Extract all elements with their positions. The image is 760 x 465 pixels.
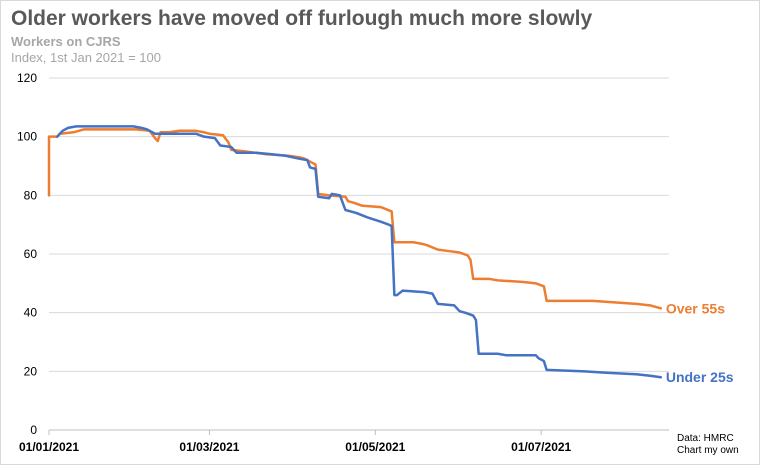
source-line: Data: HMRC	[677, 433, 734, 444]
chart-title: Older workers have moved off furlough mu…	[11, 7, 593, 30]
source-note: Data: HMRC Chart my own	[677, 433, 739, 457]
x-tick-label: 01/05/2021	[345, 440, 405, 454]
y-tick-label: 60	[24, 247, 38, 261]
y-tick-label: 20	[24, 364, 38, 378]
series-line-under-25s	[55, 125, 663, 379]
credit-line: Chart my own	[677, 445, 739, 456]
x-tick-label: 01/03/2021	[179, 440, 239, 454]
y-tick-label: 100	[17, 130, 37, 144]
chart-subtitle: Workers on CJRS	[11, 34, 121, 49]
gridlines	[49, 77, 669, 431]
y-tick-label: 80	[24, 188, 38, 202]
series-lines	[47, 125, 663, 379]
series-line-over-55s	[47, 128, 663, 310]
y-tick-label: 120	[17, 71, 37, 85]
y-tick-label: 40	[24, 306, 38, 320]
y-axis-note: Index, 1st Jan 2021 = 100	[11, 50, 161, 65]
x-tick-label: 01/07/2021	[511, 440, 571, 454]
x-tick-label: 01/01/2021	[19, 440, 79, 454]
series-labels: Over 55s Under 25s	[666, 300, 734, 385]
x-tick-labels: 01/01/2021 01/03/2021 01/05/2021 01/07/2021	[19, 430, 572, 454]
y-tick-labels: 0 20 40 60 80 100 120	[17, 71, 37, 437]
series-label-over-55s: Over 55s	[666, 300, 725, 316]
y-tick-label: 0	[30, 423, 37, 437]
series-label-under-25s: Under 25s	[666, 369, 734, 385]
